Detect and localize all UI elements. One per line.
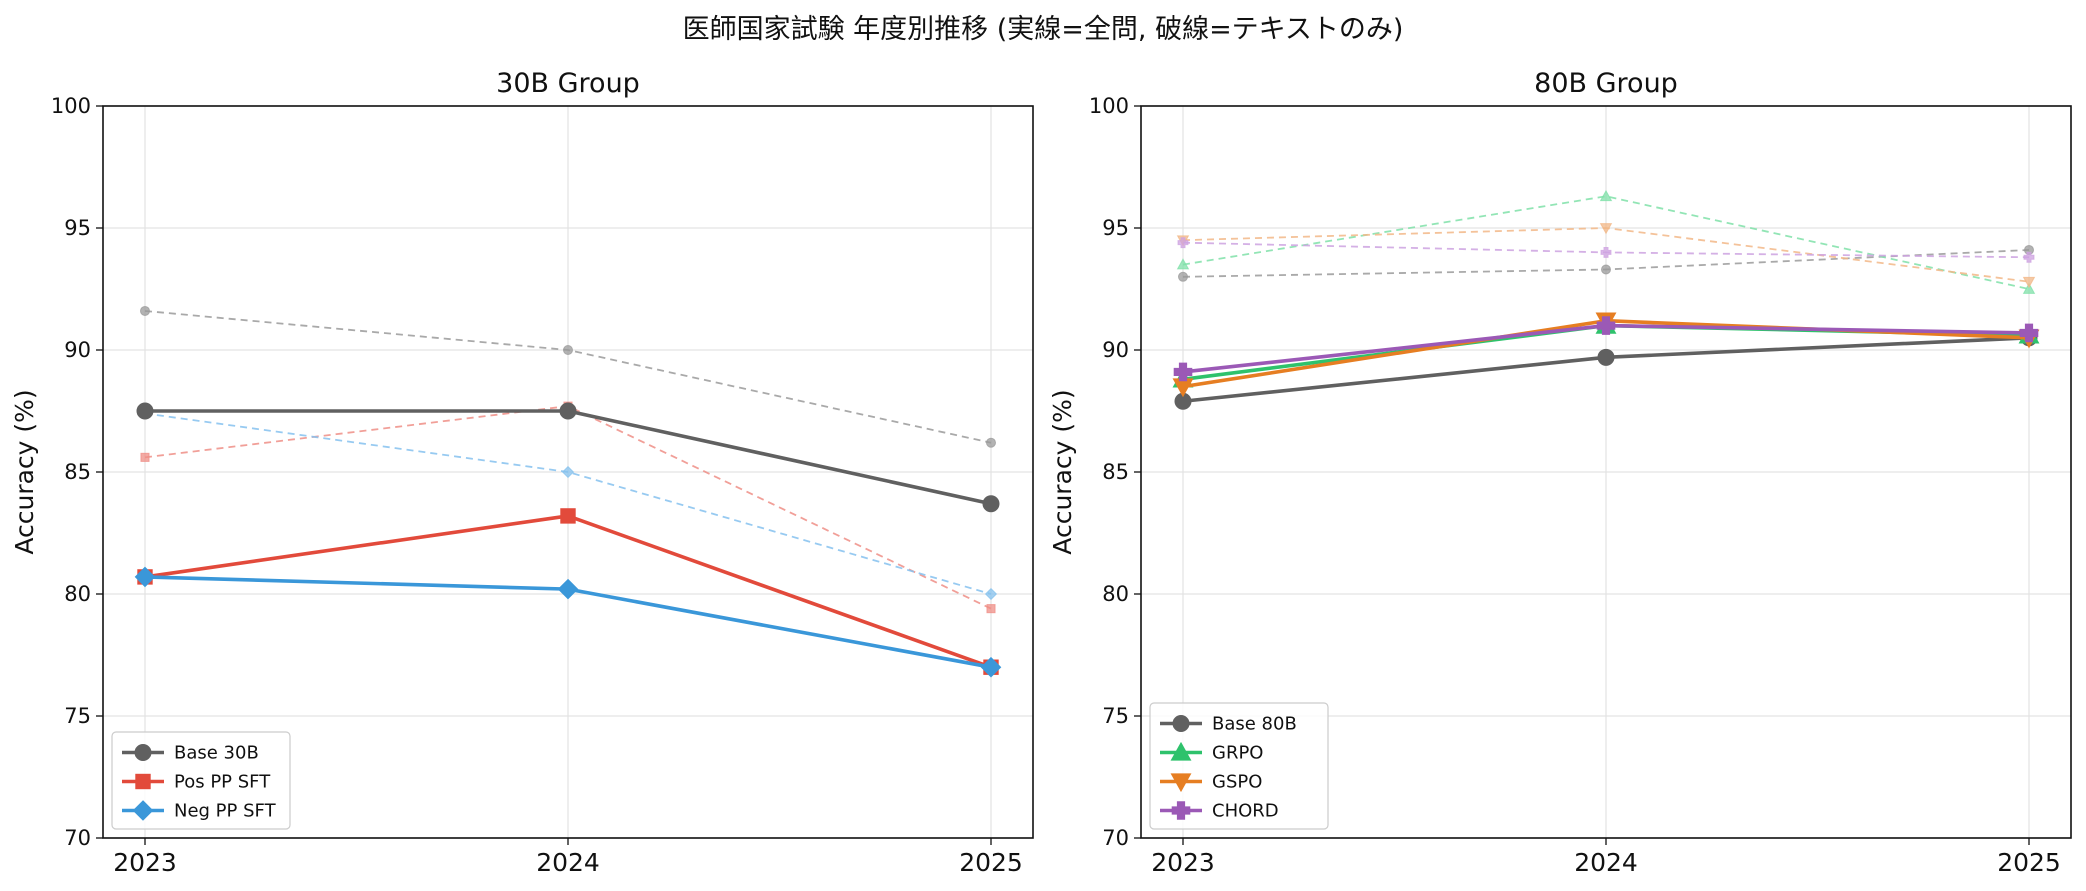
data-point — [984, 587, 998, 601]
legend-label: CHORD — [1212, 801, 1279, 822]
y-tick-label: 100 — [51, 94, 91, 118]
panel-title: 30B Group — [496, 68, 640, 99]
series-neg-pp-sft — [134, 566, 1002, 678]
x-tick-label: 2023 — [1151, 848, 1215, 877]
y-tick-label: 80 — [1102, 582, 1129, 606]
series-text-only-5 — [1176, 189, 2036, 294]
y-tick-label: 90 — [64, 338, 91, 362]
panel-title: 80B Group — [1534, 68, 1678, 99]
legend-label: GSPO — [1212, 772, 1262, 793]
y-tick-label: 85 — [1102, 460, 1129, 484]
legend-swatch-marker — [1171, 801, 1191, 820]
data-point — [986, 604, 996, 614]
panel-30b-group: 30B Group 70 75 80 85 90 95 100 2023 2024 2025 Accu… — [10, 68, 1034, 877]
legend-label: Base 80B — [1212, 714, 1297, 735]
data-point — [559, 402, 577, 420]
series-text-only-7 — [1177, 237, 2035, 263]
y-tick-label: 70 — [64, 826, 91, 850]
data-point — [1601, 264, 1611, 275]
legend-swatch-marker — [1170, 741, 1192, 761]
x-tick-label: 2024 — [536, 848, 600, 877]
data-point — [134, 566, 156, 588]
data-point — [986, 437, 996, 448]
legend-swatch-marker — [1172, 715, 1190, 732]
y-tick-label: 90 — [1102, 338, 1129, 362]
series-text-only-4 — [1178, 244, 2034, 282]
legend-label: Base 30B — [174, 743, 259, 764]
data-point — [2023, 251, 2035, 263]
y-tick-label: 95 — [1102, 216, 1129, 240]
data-point — [1596, 316, 1616, 335]
legend-box — [111, 731, 291, 830]
legend-label: GRPO — [1212, 743, 1263, 764]
data-point — [561, 465, 575, 479]
figure-title: 医師国家試験 年度別推移 (実線=全問, 破線=テキストのみ) — [683, 14, 1404, 45]
data-point — [140, 305, 150, 316]
data-point — [1599, 223, 1613, 235]
y-tick-label: 85 — [64, 460, 91, 484]
data-point — [982, 495, 1000, 513]
data-point — [560, 508, 576, 524]
data-point — [980, 656, 1002, 678]
y-tick-label: 75 — [1102, 704, 1129, 728]
legend-swatch-marker — [135, 773, 151, 790]
data-point — [563, 345, 573, 355]
y-axis-label: Accuracy (%) — [10, 389, 39, 554]
x-tick-label: 2025 — [1997, 848, 2061, 877]
legend-swatch-marker — [1170, 773, 1192, 793]
data-point — [557, 578, 579, 600]
plot-area-frame — [1140, 105, 2072, 839]
data-point — [1600, 246, 1612, 258]
data-point — [1177, 237, 1189, 249]
plot-area-frame — [102, 105, 1034, 839]
y-tick-label: 80 — [64, 582, 91, 606]
data-point — [1599, 189, 1613, 202]
legend-label: Pos PP SFT — [174, 772, 271, 793]
data-point — [2022, 276, 2036, 289]
legend-box — [1149, 702, 1329, 830]
data-point — [1176, 258, 1190, 270]
data-point — [1597, 348, 1615, 366]
y-tick-label: 70 — [1102, 826, 1129, 850]
data-point — [140, 452, 150, 462]
panel-80b-group: 80B Group 70 75 80 85 90 95 100 2023 2024 2025 Accu… — [1048, 68, 2072, 877]
series-chord — [1173, 316, 2039, 382]
data-point — [1173, 362, 1193, 382]
data-point — [2022, 282, 2036, 294]
series-base-30b — [136, 402, 1000, 513]
x-tick-label: 2025 — [959, 848, 1023, 877]
x-tick-label: 2023 — [113, 848, 177, 877]
data-point — [2019, 323, 2039, 343]
y-tick-label: 100 — [1089, 94, 1129, 118]
series-text-only-3 — [140, 305, 996, 448]
y-tick-label: 95 — [64, 216, 91, 240]
data-point — [136, 402, 154, 420]
series-line — [144, 412, 992, 595]
data-point — [1178, 271, 1188, 282]
y-tick-label: 75 — [64, 704, 91, 728]
legend-label: Neg PP SFT — [174, 801, 277, 822]
legend: Base 80B GRPO GSPO CHORD — [1149, 702, 1329, 830]
y-axis-label: Accuracy (%) — [1048, 389, 1077, 554]
x-tick-label: 2024 — [1574, 848, 1638, 877]
legend-swatch-marker — [134, 744, 152, 761]
legend: Base 30B Pos PP SFT Neg PP SFT — [111, 731, 291, 830]
legend-swatch-marker — [132, 800, 154, 821]
